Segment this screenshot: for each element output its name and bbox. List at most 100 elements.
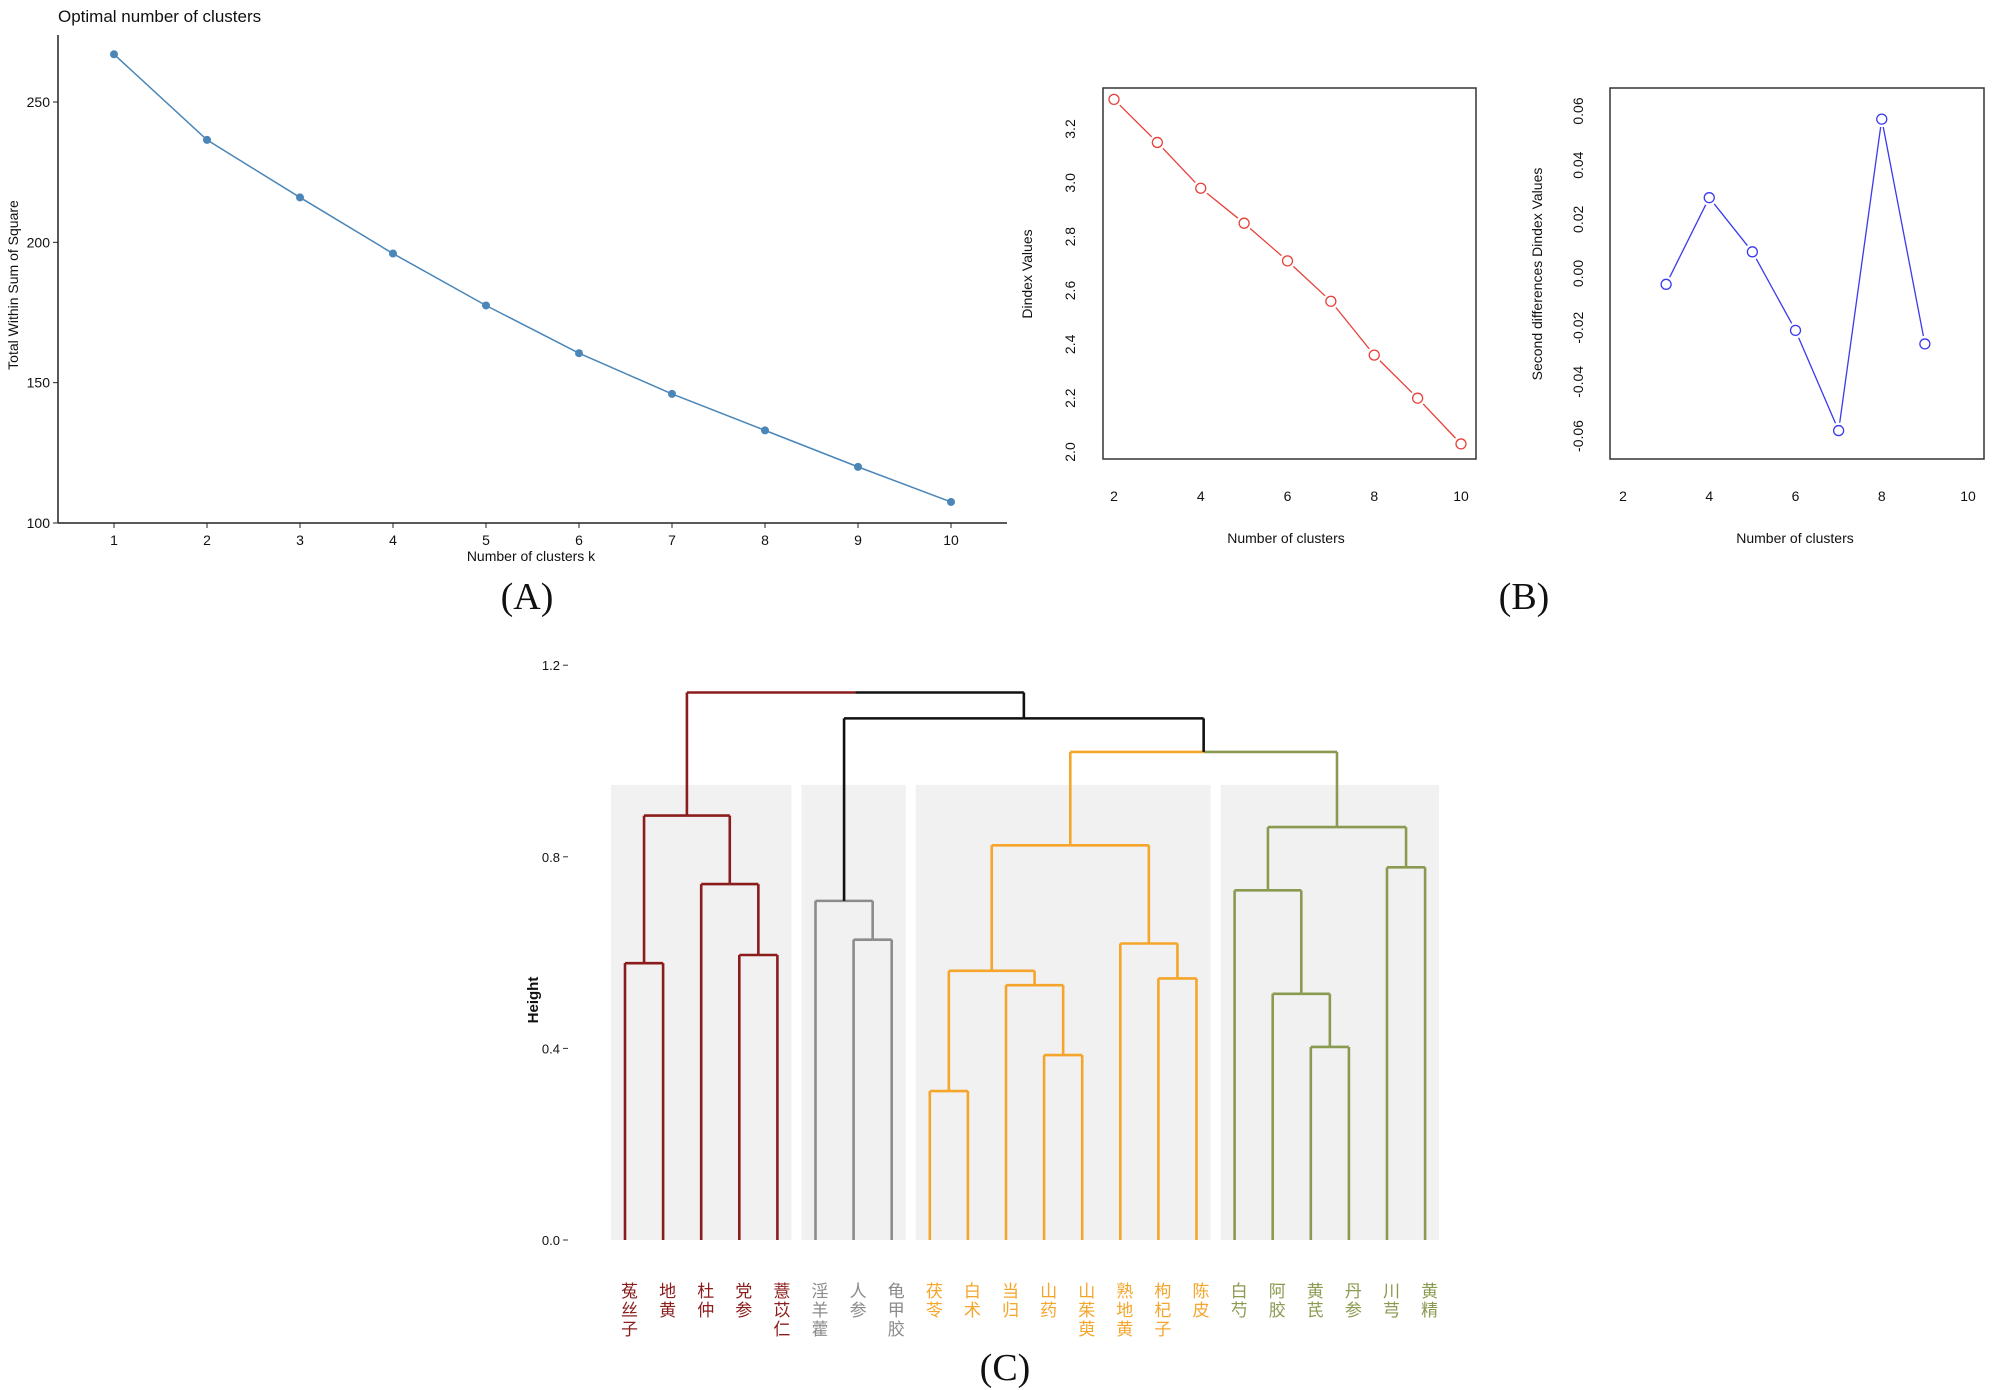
- dindex-point: [1411, 392, 1424, 404]
- dendrogram-y-label: Height: [525, 977, 542, 1024]
- dindex-x-tick-label: 8: [1370, 488, 1378, 504]
- elbow-chart: Optimal number of clusters Number of clu…: [5, 7, 1007, 564]
- leaf-label: 丹参: [1340, 1282, 1361, 1320]
- leaf-label: 龟甲胶: [883, 1282, 904, 1339]
- dendrogram-y-tick-label: 0.4: [542, 1041, 560, 1056]
- second-diff-point: [1876, 113, 1888, 125]
- second-diff-box: [1609, 87, 1985, 460]
- elbow-x-tick-label: 4: [389, 532, 397, 548]
- second-diff-point: [1832, 424, 1845, 437]
- elbow-x-tick-label: 10: [943, 532, 959, 548]
- elbow-y-tick-label: 150: [27, 375, 51, 391]
- leaf-label: 阿胶: [1264, 1282, 1285, 1320]
- dindex-x-tick-label: 2: [1110, 488, 1118, 504]
- dindex-y-tick-label: 2.8: [1062, 227, 1078, 247]
- dindex-y-tick-label: 2.6: [1062, 281, 1078, 301]
- dindex-y-tick-label: 3.2: [1062, 119, 1078, 139]
- dindex-line-segment: [1379, 360, 1413, 393]
- dindex-y-tick-label: 2.4: [1062, 334, 1078, 354]
- second-diff-x-tick-label: 6: [1792, 488, 1800, 504]
- elbow-point: [575, 349, 583, 358]
- leaf-label: 白术: [959, 1282, 980, 1320]
- second-diff-point: [1746, 246, 1759, 258]
- elbow-x-label: Number of clusters k: [467, 548, 596, 564]
- second-diff-y-tick-label: -0.04: [1570, 366, 1586, 398]
- leaf-label: 白芍: [1226, 1282, 1247, 1320]
- dindex-line-segment: [1292, 265, 1326, 297]
- leaf-label: 陈皮: [1188, 1282, 1209, 1320]
- dindex-y-tick-label: 2.0: [1062, 442, 1078, 462]
- dendrogram-y-tick-label: 0.8: [542, 850, 560, 865]
- dindex-point: [1238, 217, 1250, 229]
- second-diff-line-segment: [1798, 337, 1837, 424]
- dindex-point: [1368, 349, 1380, 361]
- second-diff-y-tick-label: -0.02: [1570, 312, 1586, 344]
- elbow-x-tick-label: 7: [668, 532, 676, 548]
- elbow-point: [761, 426, 769, 435]
- dindex-x-tick-label: 4: [1197, 488, 1205, 504]
- elbow-line: [113, 53, 952, 503]
- second-diff-line-segment: [1755, 258, 1793, 324]
- leaf-label: 淫羊藿: [807, 1282, 828, 1339]
- second-diff-line-segment: [1669, 204, 1707, 278]
- second-diff-point: [1789, 324, 1802, 337]
- leaf-label: 熟地黄: [1112, 1282, 1133, 1339]
- dindex-y-tick-label: 2.2: [1062, 388, 1078, 408]
- leaf-label: 山药: [1036, 1282, 1057, 1320]
- second-diff-y-tick-label: 0.00: [1570, 260, 1586, 287]
- elbow-point: [947, 497, 955, 506]
- elbow-point: [668, 389, 676, 398]
- dindex-point: [1325, 295, 1337, 307]
- elbow-point: [296, 193, 304, 202]
- elbow-point: [482, 301, 490, 310]
- elbow-x-tick-label: 3: [296, 532, 304, 548]
- elbow-title: Optimal number of clusters: [58, 7, 261, 26]
- panel-label-b: (B): [1498, 576, 1550, 618]
- leaf-label: 山茱萸: [1074, 1282, 1095, 1339]
- elbow-point: [854, 462, 862, 471]
- second-diff-line-segment: [1839, 126, 1882, 423]
- second-diff-y-tick-label: -0.06: [1570, 420, 1586, 452]
- leaf-label: 黄精: [1417, 1282, 1438, 1320]
- dindex-line-segment: [1422, 403, 1456, 439]
- leaf-label: 菟丝子: [617, 1282, 637, 1339]
- dindex-y-tick-label: 3.0: [1062, 173, 1078, 193]
- dindex-x-label: Number of clusters: [1227, 530, 1344, 546]
- dindex-point: [1108, 93, 1120, 106]
- elbow-x-tick-label: 2: [203, 532, 211, 548]
- elbow-x-tick-label: 8: [761, 532, 769, 548]
- second-diff-x-tick-label: 2: [1619, 488, 1627, 504]
- leaf-label: 黄芪: [1302, 1282, 1323, 1320]
- elbow-y-tick-label: 250: [27, 94, 51, 110]
- dindex-point: [1281, 255, 1294, 267]
- dindex-point: [1195, 182, 1207, 194]
- second-diff-point: [1919, 338, 1931, 350]
- elbow-point: [110, 50, 118, 59]
- leaf-label: 茯苓: [921, 1282, 942, 1320]
- leaf-label: 枸杞子: [1150, 1282, 1171, 1339]
- elbow-x-tick-label: 1: [110, 532, 118, 548]
- second-diff-line-segment: [1882, 126, 1925, 337]
- dendrogram-y-tick-label: 0.0: [542, 1233, 560, 1248]
- dindex-point: [1455, 438, 1467, 450]
- dindex-line-segment: [1119, 104, 1153, 138]
- dindex-line-segment: [1162, 147, 1196, 183]
- elbow-point: [203, 135, 211, 144]
- leaf-label: 当归: [998, 1282, 1018, 1320]
- panel-label-a: (A): [500, 576, 554, 618]
- panel-label-c: (C): [979, 1347, 1031, 1389]
- leaf-label: 人参: [845, 1282, 866, 1320]
- second-diff-line-segment: [1713, 203, 1748, 246]
- dindex-line-segment: [1335, 307, 1370, 350]
- elbow-x-tick-label: 6: [575, 532, 583, 548]
- leaf-label: 薏苡仁: [769, 1282, 790, 1339]
- second-diff-y-tick-label: 0.02: [1570, 205, 1586, 232]
- elbow-y-label: Total Within Sum of Square: [5, 200, 21, 370]
- elbow-point: [389, 249, 397, 258]
- dindex-y-label: Dindex Values: [1019, 229, 1035, 318]
- elbow-x-tick-label: 5: [482, 532, 490, 548]
- elbow-y-tick-label: 100: [27, 515, 51, 531]
- dindex-x-tick-label: 6: [1284, 488, 1292, 504]
- dindex-chart: Number of clusters Dindex Values 2 4 6 8 10 2…: [1019, 87, 1477, 546]
- second-diff-x-tick-label: 8: [1878, 488, 1886, 504]
